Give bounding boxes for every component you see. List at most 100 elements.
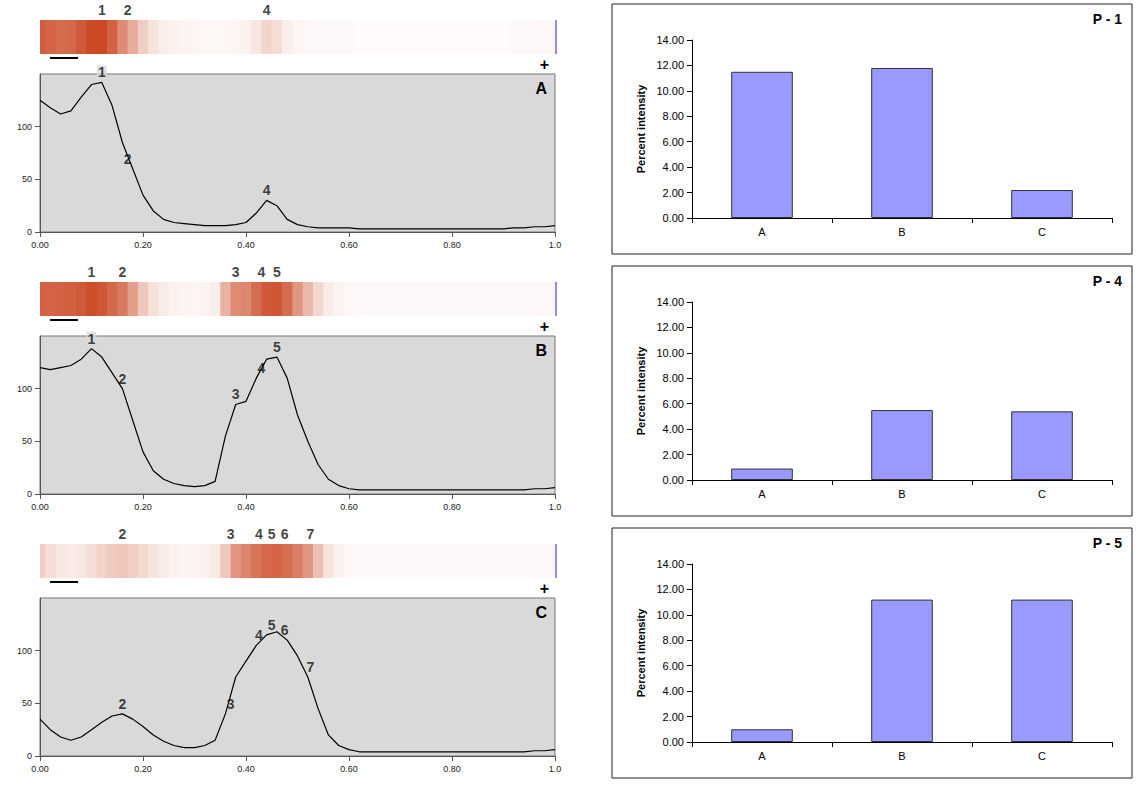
svg-text:1.0: 1.0	[549, 240, 562, 250]
svg-text:+: +	[540, 56, 549, 73]
svg-text:0.00: 0.00	[31, 240, 49, 250]
svg-text:A: A	[758, 226, 766, 238]
svg-text:5: 5	[273, 339, 281, 355]
svg-text:14.00: 14.00	[656, 296, 684, 308]
svg-text:0.00: 0.00	[663, 474, 684, 486]
svg-text:C: C	[1038, 488, 1046, 500]
svg-text:B: B	[898, 750, 905, 762]
svg-text:0.20: 0.20	[134, 764, 152, 774]
svg-text:0.40: 0.40	[237, 764, 255, 774]
svg-text:0.60: 0.60	[340, 502, 358, 512]
svg-text:6.00: 6.00	[663, 136, 684, 148]
svg-text:4.00: 4.00	[663, 161, 684, 173]
svg-text:3: 3	[232, 386, 240, 402]
svg-text:7: 7	[306, 659, 314, 675]
svg-text:8.00: 8.00	[663, 634, 684, 646]
svg-text:4: 4	[257, 360, 266, 377]
svg-text:B: B	[898, 226, 905, 238]
svg-text:0.40: 0.40	[237, 502, 255, 512]
svg-text:7: 7	[306, 526, 314, 542]
svg-text:4.00: 4.00	[663, 685, 684, 697]
svg-text:1.0: 1.0	[549, 502, 562, 512]
svg-text:0.20: 0.20	[134, 240, 152, 250]
svg-text:12.00: 12.00	[656, 583, 684, 595]
svg-text:50: 50	[22, 698, 32, 708]
svg-text:Percent intensity: Percent intensity	[635, 346, 647, 436]
svg-text:0.20: 0.20	[134, 502, 152, 512]
svg-text:P - 5: P - 5	[1093, 535, 1123, 551]
svg-text:1: 1	[88, 264, 96, 280]
svg-text:0.00: 0.00	[31, 764, 49, 774]
svg-text:0: 0	[27, 489, 32, 499]
svg-text:4: 4	[263, 2, 271, 18]
svg-text:100: 100	[17, 646, 32, 656]
svg-text:100: 100	[17, 122, 32, 132]
svg-text:2.00: 2.00	[663, 449, 684, 461]
svg-text:14.00: 14.00	[656, 34, 684, 46]
svg-text:B: B	[535, 342, 547, 359]
svg-text:A: A	[758, 488, 766, 500]
svg-text:1: 1	[98, 64, 106, 80]
svg-text:50: 50	[22, 436, 32, 446]
svg-text:6: 6	[280, 622, 289, 639]
svg-text:2: 2	[118, 370, 127, 387]
svg-text:8.00: 8.00	[663, 372, 684, 384]
svg-text:3: 3	[227, 526, 235, 542]
svg-text:2: 2	[119, 696, 127, 712]
svg-text:0.80: 0.80	[443, 240, 461, 250]
svg-text:4.00: 4.00	[663, 423, 684, 435]
svg-text:1: 1	[98, 2, 106, 18]
svg-text:3: 3	[226, 695, 235, 712]
svg-text:6: 6	[281, 526, 289, 542]
svg-text:C: C	[1038, 226, 1046, 238]
svg-text:B: B	[898, 488, 905, 500]
svg-text:8.00: 8.00	[663, 110, 684, 122]
svg-text:2.00: 2.00	[663, 711, 684, 723]
svg-text:10.00: 10.00	[656, 347, 684, 359]
svg-text:A: A	[535, 80, 547, 97]
svg-text:A: A	[758, 750, 766, 762]
svg-text:+: +	[540, 318, 549, 335]
svg-text:5: 5	[273, 264, 281, 280]
svg-text:2: 2	[119, 526, 127, 542]
svg-text:2: 2	[124, 2, 132, 18]
svg-text:+: +	[540, 580, 549, 597]
svg-text:0: 0	[27, 751, 32, 761]
svg-text:0.00: 0.00	[663, 736, 684, 748]
svg-text:0.60: 0.60	[340, 764, 358, 774]
svg-text:0: 0	[27, 227, 32, 237]
svg-text:3: 3	[232, 264, 240, 280]
svg-text:6.00: 6.00	[663, 398, 684, 410]
svg-text:12.00: 12.00	[656, 321, 684, 333]
svg-text:10.00: 10.00	[656, 85, 684, 97]
svg-text:Percent intensity: Percent intensity	[635, 608, 647, 698]
svg-text:0.80: 0.80	[443, 502, 461, 512]
svg-text:Percent intensity: Percent intensity	[635, 84, 647, 174]
svg-text:1: 1	[88, 331, 96, 347]
svg-text:2.00: 2.00	[663, 187, 684, 199]
svg-text:6.00: 6.00	[663, 660, 684, 672]
svg-text:5: 5	[268, 526, 276, 542]
svg-text:100: 100	[17, 384, 32, 394]
svg-text:10.00: 10.00	[656, 609, 684, 621]
svg-text:5: 5	[268, 617, 276, 633]
svg-text:0.80: 0.80	[443, 764, 461, 774]
svg-text:0.00: 0.00	[31, 502, 49, 512]
svg-text:C: C	[1038, 750, 1046, 762]
svg-text:P - 4: P - 4	[1093, 273, 1123, 289]
svg-text:0.40: 0.40	[237, 240, 255, 250]
svg-text:0.00: 0.00	[663, 212, 684, 224]
svg-text:14.00: 14.00	[656, 558, 684, 570]
svg-text:2: 2	[123, 150, 132, 167]
svg-text:50: 50	[22, 174, 32, 184]
svg-text:P - 1: P - 1	[1093, 11, 1123, 27]
svg-text:1.0: 1.0	[549, 764, 562, 774]
svg-text:4: 4	[258, 264, 266, 280]
svg-text:0.60: 0.60	[340, 240, 358, 250]
svg-text:4: 4	[263, 182, 271, 198]
svg-text:4: 4	[255, 526, 263, 542]
svg-text:2: 2	[119, 264, 127, 280]
svg-text:4: 4	[255, 627, 263, 643]
svg-text:C: C	[535, 604, 547, 621]
svg-text:12.00: 12.00	[656, 59, 684, 71]
